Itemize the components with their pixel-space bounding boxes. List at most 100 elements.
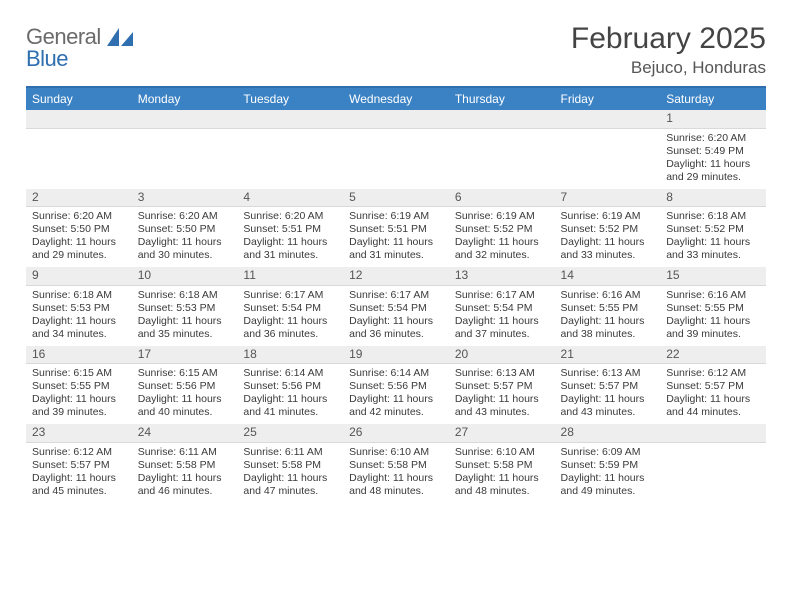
day-info-cell: Sunrise: 6:17 AMSunset: 5:54 PMDaylight:… bbox=[237, 285, 343, 346]
day-info-cell: Sunrise: 6:10 AMSunset: 5:58 PMDaylight:… bbox=[449, 442, 555, 503]
sunrise-text: Sunrise: 6:17 AM bbox=[243, 289, 337, 302]
daylight-text: and 40 minutes. bbox=[138, 406, 232, 419]
day-number-row: 1 bbox=[26, 110, 766, 128]
weekday-header: Monday bbox=[132, 88, 238, 110]
sunset-text: Sunset: 5:59 PM bbox=[561, 459, 655, 472]
sunrise-text: Sunrise: 6:13 AM bbox=[455, 367, 549, 380]
daylight-text: and 35 minutes. bbox=[138, 328, 232, 341]
brand-part2: Blue bbox=[26, 46, 68, 71]
sunset-text: Sunset: 5:50 PM bbox=[138, 223, 232, 236]
header: GeneralBlue February 2025 Bejuco, Hondur… bbox=[26, 22, 766, 78]
day-info-cell: Sunrise: 6:17 AMSunset: 5:54 PMDaylight:… bbox=[343, 285, 449, 346]
day-info-cell: Sunrise: 6:13 AMSunset: 5:57 PMDaylight:… bbox=[555, 364, 661, 425]
month-title: February 2025 bbox=[571, 22, 766, 56]
daylight-text: Daylight: 11 hours bbox=[666, 315, 760, 328]
day-number-cell: 16 bbox=[26, 346, 132, 364]
sunset-text: Sunset: 5:54 PM bbox=[455, 302, 549, 315]
daylight-text: Daylight: 11 hours bbox=[243, 236, 337, 249]
day-number-cell: 1 bbox=[660, 110, 766, 128]
daylight-text: and 41 minutes. bbox=[243, 406, 337, 419]
daylight-text: Daylight: 11 hours bbox=[32, 472, 126, 485]
sunrise-text: Sunrise: 6:14 AM bbox=[243, 367, 337, 380]
sunset-text: Sunset: 5:57 PM bbox=[666, 380, 760, 393]
day-info-cell bbox=[132, 128, 238, 189]
daylight-text: Daylight: 11 hours bbox=[349, 236, 443, 249]
daylight-text: Daylight: 11 hours bbox=[666, 393, 760, 406]
day-number-cell: 4 bbox=[237, 189, 343, 207]
day-number-row: 2345678 bbox=[26, 189, 766, 207]
day-number-cell: 6 bbox=[449, 189, 555, 207]
daylight-text: Daylight: 11 hours bbox=[243, 315, 337, 328]
sunset-text: Sunset: 5:56 PM bbox=[138, 380, 232, 393]
sunset-text: Sunset: 5:58 PM bbox=[349, 459, 443, 472]
day-info-cell bbox=[660, 442, 766, 503]
sunset-text: Sunset: 5:53 PM bbox=[138, 302, 232, 315]
sunrise-text: Sunrise: 6:17 AM bbox=[349, 289, 443, 302]
day-info-row: Sunrise: 6:18 AM Sunset: 5:53 PM Daylight:… bbox=[26, 285, 766, 346]
sunset-text: Sunset: 5:51 PM bbox=[349, 223, 443, 236]
day-number-cell: 8 bbox=[660, 189, 766, 207]
sunset-text: Sunset: 5:57 PM bbox=[455, 380, 549, 393]
sail-icon bbox=[105, 26, 135, 55]
sunset-text: Sunset: 5:56 PM bbox=[349, 380, 443, 393]
sunrise-text: Sunrise: 6:10 AM bbox=[349, 446, 443, 459]
day-number-cell: 7 bbox=[555, 189, 661, 207]
brand-logo: GeneralBlue bbox=[26, 22, 135, 70]
day-info-cell: Sunrise: 6:14 AMSunset: 5:56 PMDaylight:… bbox=[343, 364, 449, 425]
sunset-text: Sunset: 5:50 PM bbox=[32, 223, 126, 236]
day-info-cell: Sunrise: 6:20 AMSunset: 5:50 PMDaylight:… bbox=[26, 207, 132, 268]
day-info-cell: Sunrise: 6:12 AMSunset: 5:57 PMDaylight:… bbox=[26, 442, 132, 503]
daylight-text: and 29 minutes. bbox=[666, 171, 760, 184]
day-number-cell: 3 bbox=[132, 189, 238, 207]
sunset-text: Sunset: 5:54 PM bbox=[349, 302, 443, 315]
daylight-text: and 39 minutes. bbox=[32, 406, 126, 419]
weekday-header: Thursday bbox=[449, 88, 555, 110]
day-info-cell: Sunrise: 6:18 AMSunset: 5:52 PMDaylight:… bbox=[660, 207, 766, 268]
daylight-text: Daylight: 11 hours bbox=[138, 393, 232, 406]
daylight-text: and 33 minutes. bbox=[666, 249, 760, 262]
sunrise-text: Sunrise: 6:19 AM bbox=[561, 210, 655, 223]
daylight-text: Daylight: 11 hours bbox=[561, 472, 655, 485]
daylight-text: and 36 minutes. bbox=[243, 328, 337, 341]
day-number-cell: 9 bbox=[26, 267, 132, 285]
day-info-cell bbox=[237, 128, 343, 189]
day-number-row: 16171819202122 bbox=[26, 346, 766, 364]
location-label: Bejuco, Honduras bbox=[571, 58, 766, 78]
day-number-cell bbox=[660, 424, 766, 442]
day-info-cell: Sunrise: 6:17 AMSunset: 5:54 PMDaylight:… bbox=[449, 285, 555, 346]
weekday-header: Sunday bbox=[26, 88, 132, 110]
daylight-text: and 48 minutes. bbox=[349, 485, 443, 498]
sunrise-text: Sunrise: 6:18 AM bbox=[32, 289, 126, 302]
day-number-cell: 27 bbox=[449, 424, 555, 442]
daylight-text: and 42 minutes. bbox=[349, 406, 443, 419]
day-info-cell: Sunrise: 6:19 AMSunset: 5:52 PMDaylight:… bbox=[555, 207, 661, 268]
day-number-cell bbox=[132, 110, 238, 128]
sunset-text: Sunset: 5:58 PM bbox=[138, 459, 232, 472]
daylight-text: and 46 minutes. bbox=[138, 485, 232, 498]
day-number-row: 232425262728 bbox=[26, 424, 766, 442]
daylight-text: Daylight: 11 hours bbox=[349, 315, 443, 328]
daylight-text: Daylight: 11 hours bbox=[243, 472, 337, 485]
title-block: February 2025 Bejuco, Honduras bbox=[571, 22, 766, 78]
day-info-cell bbox=[26, 128, 132, 189]
day-number-cell: 11 bbox=[237, 267, 343, 285]
daylight-text: and 36 minutes. bbox=[349, 328, 443, 341]
sunset-text: Sunset: 5:57 PM bbox=[32, 459, 126, 472]
day-number-cell: 26 bbox=[343, 424, 449, 442]
sunrise-text: Sunrise: 6:12 AM bbox=[32, 446, 126, 459]
weekday-header: Tuesday bbox=[237, 88, 343, 110]
day-info-cell: Sunrise: 6:20 AMSunset: 5:51 PMDaylight:… bbox=[237, 207, 343, 268]
day-info-cell: Sunrise: 6:16 AMSunset: 5:55 PMDaylight:… bbox=[555, 285, 661, 346]
day-number-cell: 17 bbox=[132, 346, 238, 364]
day-number-cell: 12 bbox=[343, 267, 449, 285]
day-info-cell: Sunrise: 6:13 AMSunset: 5:57 PMDaylight:… bbox=[449, 364, 555, 425]
daylight-text: and 45 minutes. bbox=[32, 485, 126, 498]
day-info-cell: Sunrise: 6:11 AMSunset: 5:58 PMDaylight:… bbox=[132, 442, 238, 503]
day-number-cell: 13 bbox=[449, 267, 555, 285]
daylight-text: Daylight: 11 hours bbox=[561, 315, 655, 328]
day-number-cell bbox=[343, 110, 449, 128]
daylight-text: and 48 minutes. bbox=[455, 485, 549, 498]
day-info-cell bbox=[449, 128, 555, 189]
weekday-header: Friday bbox=[555, 88, 661, 110]
daylight-text: and 37 minutes. bbox=[455, 328, 549, 341]
